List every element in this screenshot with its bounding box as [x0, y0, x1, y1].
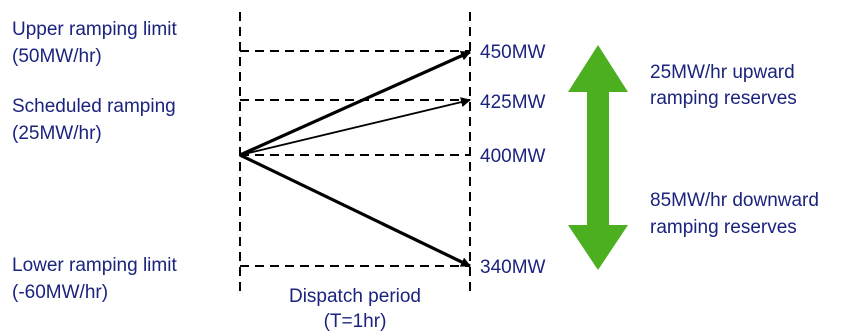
downward-reserves-label: 85MW/hr downward	[650, 190, 819, 211]
lower-limit-label: Lower ramping limit	[12, 255, 177, 276]
level-450-label: 450MW	[480, 42, 546, 63]
upper-limit-label: Upper ramping limit	[12, 19, 177, 40]
scheduled-ramping-label: Scheduled ramping	[12, 96, 176, 117]
upper-limit-rate: (50MW/hr)	[12, 46, 102, 67]
upward-reserves-label: 25MW/hr upward	[650, 62, 795, 83]
dispatch-period-duration: (T=1hr)	[324, 311, 387, 332]
lower-limit-rate: (-60MW/hr)	[12, 282, 108, 303]
upper-ramp-arrow	[239, 50, 471, 157]
level-425-label: 425MW	[480, 92, 546, 113]
upward-reserves-caption: ramping reserves	[650, 88, 797, 109]
lower-ramp-arrow	[239, 153, 471, 268]
reserves-double-arrow	[568, 45, 628, 270]
downward-reserves-caption: ramping reserves	[650, 217, 797, 238]
dispatch-period-label: Dispatch period	[289, 286, 421, 307]
scheduled-ramp-arrow	[239, 97, 471, 156]
scheduled-ramping-rate: (25MW/hr)	[12, 123, 102, 144]
level-400-label: 400MW	[480, 146, 546, 167]
level-340-label: 340MW	[480, 257, 546, 278]
